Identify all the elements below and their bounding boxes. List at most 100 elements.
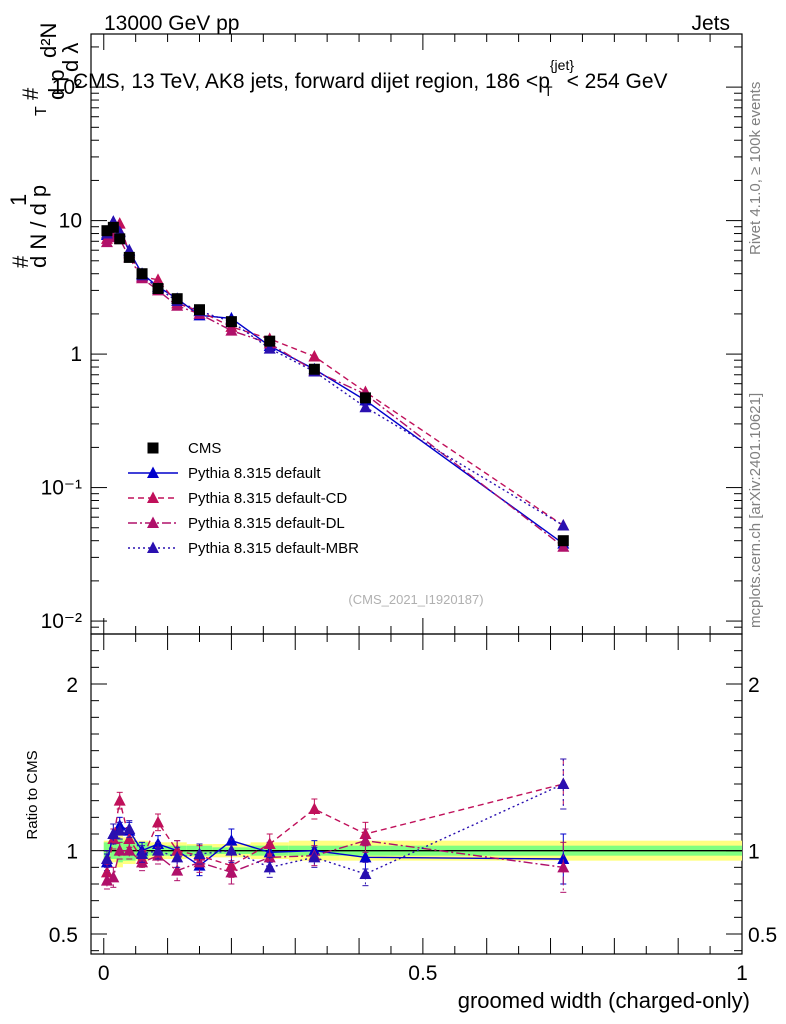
ratio-data-point xyxy=(100,874,113,886)
ylabel-sub: T xyxy=(33,106,50,116)
ratio-data-point xyxy=(171,864,184,876)
legend-marker xyxy=(147,541,159,553)
title-sub: T xyxy=(544,83,553,99)
mcplots-label: mcplots.cern.ch [arXiv:2401.10621] xyxy=(747,393,764,628)
ratio-x-tick-labels: 0 0.5 1 xyxy=(98,962,748,985)
ylabel-num: d²N xyxy=(36,23,61,58)
ratio-plot-frame xyxy=(90,633,743,955)
main-y-tick-label: 1 xyxy=(70,343,82,366)
main-y-tick-label: 10⁻¹ xyxy=(41,477,82,500)
cms-data-point xyxy=(359,392,371,404)
ratio-data-point xyxy=(100,852,113,864)
ratio-data-point xyxy=(263,837,276,849)
main-y-tick-labels: 10⁻² 10⁻¹ 1 10 10² xyxy=(41,76,82,633)
ratio-data-point xyxy=(113,844,126,856)
legend-marker-cms xyxy=(147,442,159,454)
ratio-x-tick-label: 1 xyxy=(736,962,748,985)
ratio-data-point xyxy=(225,844,238,856)
cms-data-point xyxy=(107,221,119,233)
ylabel-one: 1 xyxy=(6,194,31,206)
ratio-data-point xyxy=(308,802,321,814)
cms-data-point xyxy=(264,335,276,347)
ratio-data-layer xyxy=(100,758,570,893)
ratio-data-point xyxy=(557,777,570,789)
ratio-y-tick-label-left: 2 xyxy=(66,674,78,697)
ratio-y-tick-label-right: 2 xyxy=(748,674,760,697)
ratio-data-point xyxy=(123,822,136,834)
ylabel-den2: d p xyxy=(44,69,69,100)
main-y-tick-label: 10 xyxy=(59,210,82,233)
legend-label: Pythia 8.315 default-CD xyxy=(188,490,347,507)
ratio-data-point xyxy=(136,847,149,859)
ratio-data-point xyxy=(113,824,126,836)
ratio-data-point xyxy=(225,865,238,878)
ratio-data-point xyxy=(123,832,136,844)
ratio-data-point xyxy=(171,850,184,863)
cms-data-point xyxy=(101,225,113,237)
main-title: CMS, 13 TeV, AK8 jets, forward dijet reg… xyxy=(73,57,668,99)
ratio-data-point xyxy=(152,815,165,828)
ratio-data-point xyxy=(308,850,321,863)
cms-data-point xyxy=(171,293,183,305)
ratio-data-point xyxy=(557,860,570,873)
legend-label: Pythia 8.315 default-DL xyxy=(188,515,345,532)
ratio-data-point xyxy=(359,850,372,863)
ratio-y-axis-label: Ratio to CMS xyxy=(24,750,41,839)
ratio-data-point xyxy=(263,860,276,873)
legend-label: Pythia 8.315 default xyxy=(188,465,321,482)
data-point xyxy=(359,400,372,413)
title-sup: {jet} xyxy=(550,57,574,73)
cms-data-point xyxy=(557,535,569,547)
header-right: Jets xyxy=(691,12,730,35)
ratio-axis-ticks xyxy=(91,633,743,954)
legend-label: CMS xyxy=(188,440,221,457)
legend-marker xyxy=(147,516,159,528)
cms-data-point xyxy=(225,316,237,328)
main-axis-ticks xyxy=(91,34,743,635)
ratio-data-point xyxy=(359,867,372,879)
series-line-2 xyxy=(106,222,564,527)
ratio-data-point xyxy=(171,844,184,856)
rivet-label: Rivet 4.1.0, ≥ 100k events xyxy=(747,82,764,255)
ylabel-den3: d λ xyxy=(58,43,83,72)
title-part-b: < 254 GeV xyxy=(567,70,668,93)
data-point xyxy=(263,342,276,354)
ratio-data-point xyxy=(557,852,570,864)
ratio-data-point xyxy=(263,850,276,863)
ratio-y-tick-label-right: 0.5 xyxy=(748,924,777,947)
ratio-y-tick-label-left: 1 xyxy=(66,841,78,864)
ratio-data-point xyxy=(193,847,206,859)
legend-marker xyxy=(147,491,159,503)
ratio-data-point xyxy=(100,865,113,878)
ratio-data-point xyxy=(123,844,136,856)
main-data-layer xyxy=(100,215,570,552)
x-axis-label: groomed width (charged-only) xyxy=(458,988,750,1013)
data-point xyxy=(225,324,238,336)
cms-data-point xyxy=(136,268,148,280)
ratio-y-tick-label-left: 0.5 xyxy=(49,924,78,947)
data-point xyxy=(308,349,321,362)
ratio-y-tick-label-right: 1 xyxy=(748,841,760,864)
cms-data-point xyxy=(152,283,164,295)
ylabel-hash-a: # xyxy=(8,255,33,268)
ratio-data-point xyxy=(152,844,165,856)
ylabel-hash-b: # xyxy=(18,87,43,100)
main-y-axis-label: # d N / d p 1 T d p # d²N d λ xyxy=(6,23,83,268)
title-part-a: CMS, 13 TeV, AK8 jets, forward dijet reg… xyxy=(73,70,550,93)
data-point xyxy=(100,235,113,248)
ratio-data-point xyxy=(107,827,120,839)
ratio-data-point xyxy=(107,870,120,883)
data-point xyxy=(152,273,165,285)
cms-data-point xyxy=(194,304,205,316)
cms-data-point xyxy=(114,233,126,245)
ratio-data-point xyxy=(359,834,372,846)
main-y-tick-label: 10² xyxy=(52,76,82,99)
main-y-tick-label: 10⁻² xyxy=(41,610,82,633)
legend-marker xyxy=(147,466,159,478)
cms-data-point xyxy=(308,363,320,375)
ratio-x-tick-label: 0.5 xyxy=(408,962,437,985)
ylabel-den: d N / d p xyxy=(26,185,51,268)
legend-label: Pythia 8.315 default-MBR xyxy=(188,540,359,557)
legend: CMS Pythia 8.315 default Pythia 8.315 defa… xyxy=(128,440,359,557)
